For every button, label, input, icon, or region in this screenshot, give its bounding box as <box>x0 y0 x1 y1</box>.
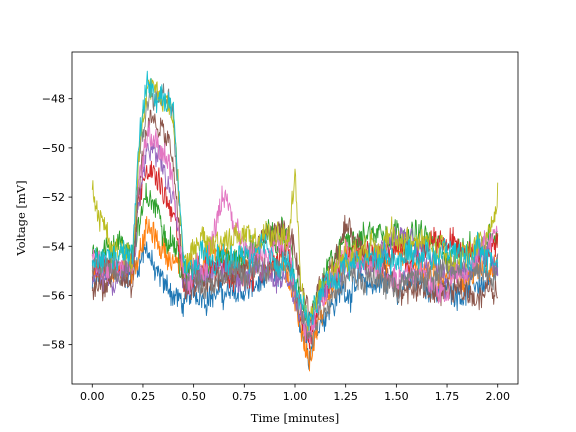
series-10-line <box>91 70 499 331</box>
y-tick-label: −58 <box>42 339 65 352</box>
x-tick-label: 1.00 <box>283 390 308 403</box>
y-tick-label: −48 <box>42 93 65 106</box>
x-tick-label: 1.25 <box>333 390 358 403</box>
y-axis-label: Voltage [mV] <box>14 180 28 256</box>
x-tick-label: 0.00 <box>80 390 105 403</box>
x-tick-label: 0.25 <box>131 390 156 403</box>
x-tick-label: 0.50 <box>181 390 206 403</box>
x-tick-label: 1.75 <box>435 390 460 403</box>
y-tick-label: −50 <box>42 142 65 155</box>
x-axis-label: Time [minutes] <box>251 411 339 425</box>
y-tick-label: −52 <box>42 191 65 204</box>
y-axis: −58 −56 −54 −52 −50 −48 <box>42 93 72 352</box>
series-layer <box>91 70 499 372</box>
y-tick-label: −54 <box>42 240 65 253</box>
x-tick-label: 1.50 <box>384 390 409 403</box>
series-2-line <box>91 216 499 372</box>
series-6-line <box>91 109 499 328</box>
y-tick-label: −56 <box>42 289 65 302</box>
x-tick-label: 0.75 <box>232 390 257 403</box>
x-axis: 0.00 0.25 0.50 0.75 1.00 1.25 1.50 1.75 2.00 <box>80 384 510 403</box>
x-tick-label: 2.00 <box>485 390 510 403</box>
